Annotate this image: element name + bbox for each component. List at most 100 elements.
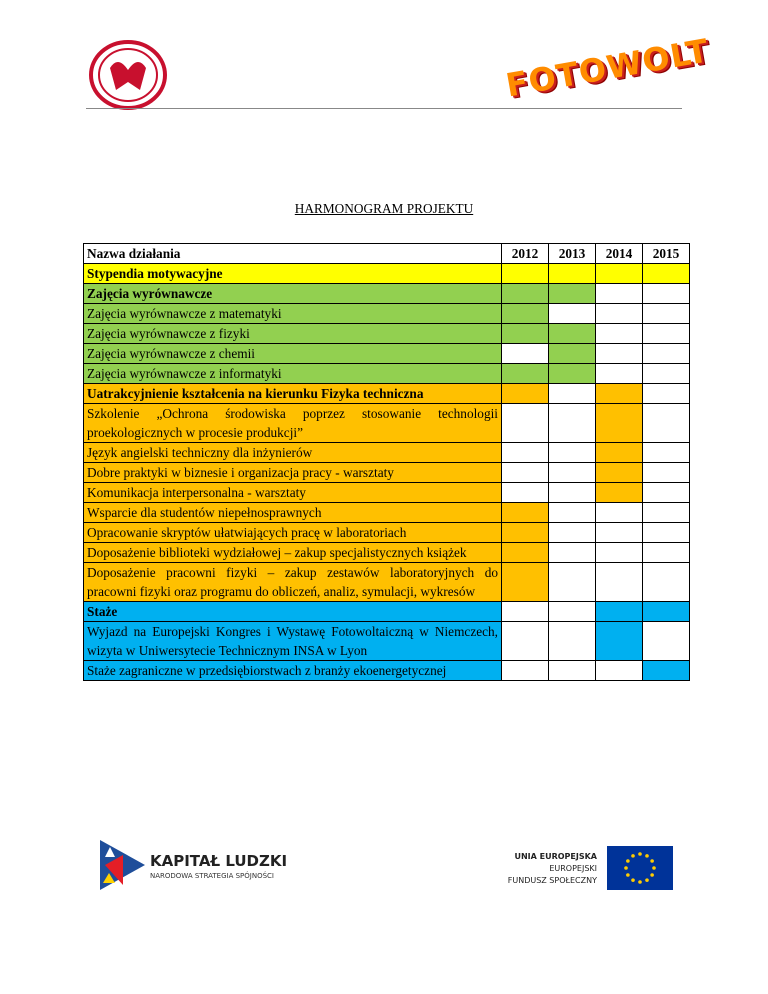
year-cell [642,442,690,463]
eu-star [626,859,630,863]
year-cell [501,542,549,563]
year-cell [548,323,596,344]
year-cell [595,660,643,681]
university-logo [89,40,167,110]
year-cell [595,562,643,602]
eu-line1: EUROPEJSKI [549,864,597,873]
eu-star [626,873,630,877]
year-cell [548,660,596,681]
year-cell [595,601,643,622]
year-cell [595,343,643,364]
year-cell [548,482,596,503]
year-cell [595,442,643,463]
year-cell [595,263,643,284]
year-cell [642,522,690,543]
schedule-table: Nazwa działania 2012 2013 2014 2015 Stypendia… [83,243,690,681]
activity-row: Zajęcia wyrównawcze z chemii [83,343,690,364]
activity-row: Staże [83,601,690,622]
kl-title: KAPITAŁ LUDZKI [150,852,288,870]
year-cell [548,343,596,364]
year-cell [595,542,643,563]
year-cell [548,542,596,563]
year-cell [501,323,549,344]
header-rule [86,108,682,109]
activity-name: Zajęcia wyrównawcze z chemii [83,343,502,364]
eu-star [624,866,628,870]
year-cell [595,502,643,523]
activity-row: Zajęcia wyrównawcze [83,283,690,304]
year-cell [501,303,549,324]
year-cell [548,562,596,602]
activity-name: Szkolenie „Ochrona środowiska poprzez st… [83,403,502,443]
year-cell [548,502,596,523]
year-cell [642,303,690,324]
year-cell [595,363,643,384]
year-cell [501,660,549,681]
activity-row: Stypendia motywacyjne [83,263,690,284]
year-cell [501,403,549,443]
year-cell [595,383,643,404]
activity-name: Staże zagraniczne w przedsiębiorstwach z… [83,660,502,681]
year-cell [642,562,690,602]
year-cell [642,621,690,661]
year-cell [548,303,596,324]
activity-row: Wsparcie dla studentów niepełnosprawnych [83,502,690,523]
activity-name: Komunikacja interpersonalna - warsztaty [83,482,502,503]
document-title: HARMONOGRAM PROJEKTU [294,201,474,216]
year-cell [642,323,690,344]
activity-row: Doposażenie biblioteki wydziałowej – zak… [83,542,690,563]
activity-name: Uatrakcyjnienie kształcenia na kierunku … [83,383,502,404]
year-header: 2013 [548,243,596,264]
fotowolt-logo: FOTOWOLT [503,31,712,104]
fotowolt-text: FOTOWOLT [502,31,712,105]
activity-name: Wyjazd na Europejski Kongres i Wystawę F… [83,621,502,661]
eu-star [652,866,656,870]
year-cell [595,303,643,324]
year-cell [642,343,690,364]
year-cell [642,403,690,443]
year-cell [642,542,690,563]
year-cell [501,621,549,661]
year-cell [642,482,690,503]
year-cell [548,383,596,404]
activity-name: Zajęcia wyrównawcze z fizyki [83,323,502,344]
activity-row: Komunikacja interpersonalna - warsztaty [83,482,690,503]
year-header: 2014 [595,243,643,264]
eu-flag [607,846,673,890]
activity-row: Zajęcia wyrównawcze z matematyki [83,303,690,324]
year-cell [501,462,549,483]
year-cell [501,601,549,622]
year-cell [501,562,549,602]
year-cell [548,442,596,463]
eu-text: UNIA EUROPEJSKA EUROPEJSKI FUNDUSZ SPOŁE… [480,851,597,887]
kl-subtitle: NARODOWA STRATEGIA SPÓJNOŚCI [150,872,274,880]
year-cell [595,621,643,661]
year-cell [501,263,549,284]
year-cell [548,263,596,284]
activity-name: Zajęcia wyrównawcze z informatyki [83,363,502,384]
year-cell [548,363,596,384]
eu-star [650,859,654,863]
eu-line2: FUNDUSZ SPOŁECZNY [507,876,597,885]
year-cell [595,283,643,304]
eu-star [645,878,649,882]
year-cell [548,601,596,622]
year-cell [548,283,596,304]
year-cell [642,601,690,622]
activity-row: Doposażenie pracowni fizyki – zakup zest… [83,562,690,602]
year-cell [501,343,549,364]
activity-row: Opracowanie skryptów ułatwiających pracę… [83,522,690,543]
eu-star [638,880,642,884]
eu-star [638,852,642,856]
activity-name: Doposażenie pracowni fizyki – zakup zest… [83,562,502,602]
name-header: Nazwa działania [83,243,502,264]
year-cell [642,502,690,523]
activity-row: Język angielski techniczny dla inżynieró… [83,442,690,463]
activity-name: Wsparcie dla studentów niepełnosprawnych [83,502,502,523]
activity-row: Uatrakcyjnienie kształcenia na kierunku … [83,383,690,404]
year-cell [501,363,549,384]
year-cell [595,323,643,344]
activity-row: Szkolenie „Ochrona środowiska poprzez st… [83,403,690,443]
activity-row: Zajęcia wyrównawcze z fizyki [83,323,690,344]
